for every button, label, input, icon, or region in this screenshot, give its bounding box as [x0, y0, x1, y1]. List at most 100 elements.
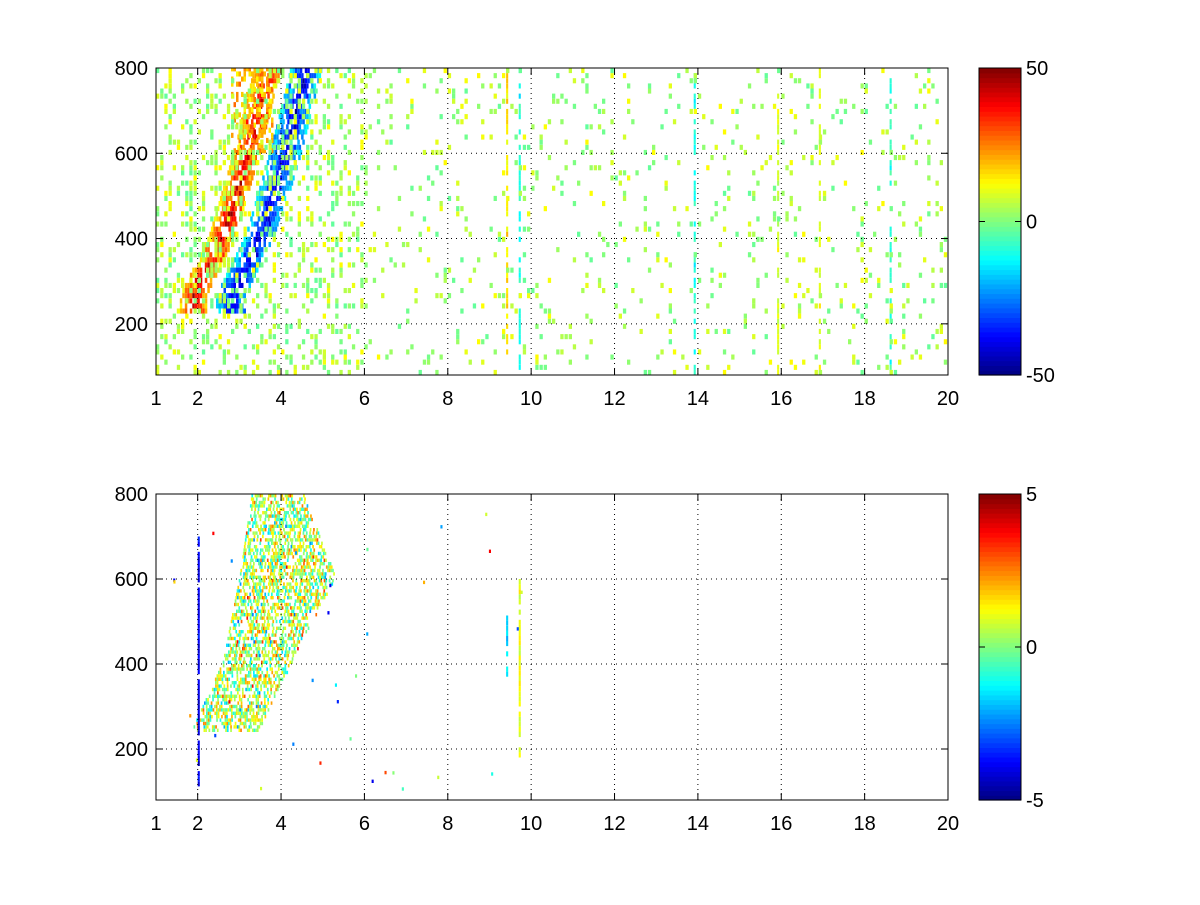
heatmap-cell [235, 657, 237, 661]
heatmap-cell [288, 504, 290, 508]
heatmap-cell [221, 293, 224, 299]
heatmap-cell [262, 609, 265, 613]
heatmap-cell [250, 613, 253, 617]
heatmap-cell [597, 165, 602, 171]
heatmap-cell [222, 242, 225, 248]
heatmap-cell [269, 585, 271, 590]
heatmap-cell [293, 500, 296, 505]
heatmap-cell [160, 303, 164, 309]
heatmap-cell [255, 647, 258, 651]
heatmap-cell [885, 103, 889, 109]
heatmap-cell [329, 575, 332, 579]
heatmap-cell [306, 83, 309, 89]
heatmap-cell [818, 88, 821, 94]
heatmap-cell [193, 98, 197, 104]
heatmap-cell [923, 298, 927, 304]
heatmap-cell [777, 349, 780, 355]
heatmap-cell [233, 272, 236, 278]
heatmap-cell [253, 511, 256, 515]
heatmap-cell [259, 653, 261, 658]
heatmap-cell [339, 247, 343, 253]
heatmap-cell [255, 521, 258, 525]
heatmap-cell [276, 211, 280, 217]
heatmap-cell [264, 575, 267, 579]
heatmap-cell [308, 579, 311, 583]
heatmap-cell [889, 344, 892, 350]
heatmap-cell [248, 107, 251, 113]
heatmap-cell [176, 242, 181, 248]
heatmap-cell [718, 242, 722, 248]
heatmap-cell [239, 715, 242, 719]
heatmap-cell [261, 715, 263, 719]
heatmap-cell [581, 288, 585, 294]
heatmap-cell [316, 558, 319, 562]
heatmap-cell [221, 282, 224, 288]
heatmap-cell [268, 78, 271, 84]
heatmap-cell [243, 293, 246, 299]
heatmap-cell [389, 114, 393, 120]
heatmap-cell [627, 175, 631, 181]
heatmap-cell [189, 180, 193, 186]
heatmap-cell [261, 122, 264, 128]
heatmap-cell [243, 201, 246, 207]
heatmap-cell [242, 124, 245, 130]
heatmap-cell [243, 657, 246, 661]
heatmap-cell [343, 134, 347, 140]
heatmap-cell [306, 160, 310, 166]
heatmap-cell [251, 272, 256, 278]
heatmap-cell [289, 170, 293, 176]
x-tick-label: 20 [937, 388, 959, 410]
heatmap-cell [269, 211, 272, 217]
heatmap-cell [262, 114, 265, 120]
heatmap-cell [293, 155, 296, 161]
heatmap-cell [285, 216, 289, 222]
heatmap-cell [248, 613, 251, 617]
heatmap-cell [810, 119, 814, 125]
heatmap-cell [267, 517, 270, 522]
heatmap-cell [319, 572, 322, 576]
heatmap-cell [306, 328, 310, 334]
heatmap-cell [224, 701, 226, 705]
heatmap-cell [266, 76, 269, 82]
heatmap-cell [246, 684, 249, 688]
heatmap-cell [234, 155, 237, 161]
heatmap-cell [262, 216, 266, 222]
heatmap-cell [735, 124, 739, 130]
heatmap-cell [289, 175, 293, 181]
heatmap-cell [298, 558, 301, 562]
heatmap-cell [351, 78, 356, 84]
heatmap-cell [261, 143, 264, 149]
heatmap-cell [264, 521, 266, 525]
heatmap-cell [277, 667, 280, 671]
heatmap-cell [772, 103, 777, 109]
heatmap-cell [268, 623, 271, 627]
heatmap-cell [286, 650, 289, 654]
heatmap-cell [327, 568, 329, 573]
heatmap-cell [294, 108, 298, 114]
heatmap-cell [295, 524, 297, 528]
heatmap-cell [272, 507, 275, 511]
heatmap-cell [356, 180, 360, 186]
heatmap-cell [299, 633, 302, 637]
heatmap-cell [326, 236, 331, 242]
heatmap-cell [248, 582, 250, 586]
heatmap-cell [298, 511, 301, 515]
heatmap-cell [889, 83, 892, 89]
heatmap-cell [156, 211, 160, 217]
heatmap-cell [252, 531, 255, 535]
heatmap-cell [288, 616, 290, 620]
heatmap-cell [197, 715, 200, 721]
heatmap-cell [443, 68, 447, 74]
heatmap-cell [296, 144, 299, 150]
heatmap-cell [308, 103, 312, 109]
heatmap-cell [326, 298, 331, 304]
heatmap-cell [240, 698, 243, 702]
heatmap-cell [285, 211, 289, 217]
heatmap-cell [693, 195, 696, 201]
heatmap-cell [249, 721, 252, 726]
heatmap-cell [251, 507, 253, 511]
heatmap-cell [889, 119, 892, 125]
heatmap-cell [193, 175, 197, 181]
heatmap-cell [294, 592, 297, 596]
heatmap-cell [244, 660, 247, 664]
